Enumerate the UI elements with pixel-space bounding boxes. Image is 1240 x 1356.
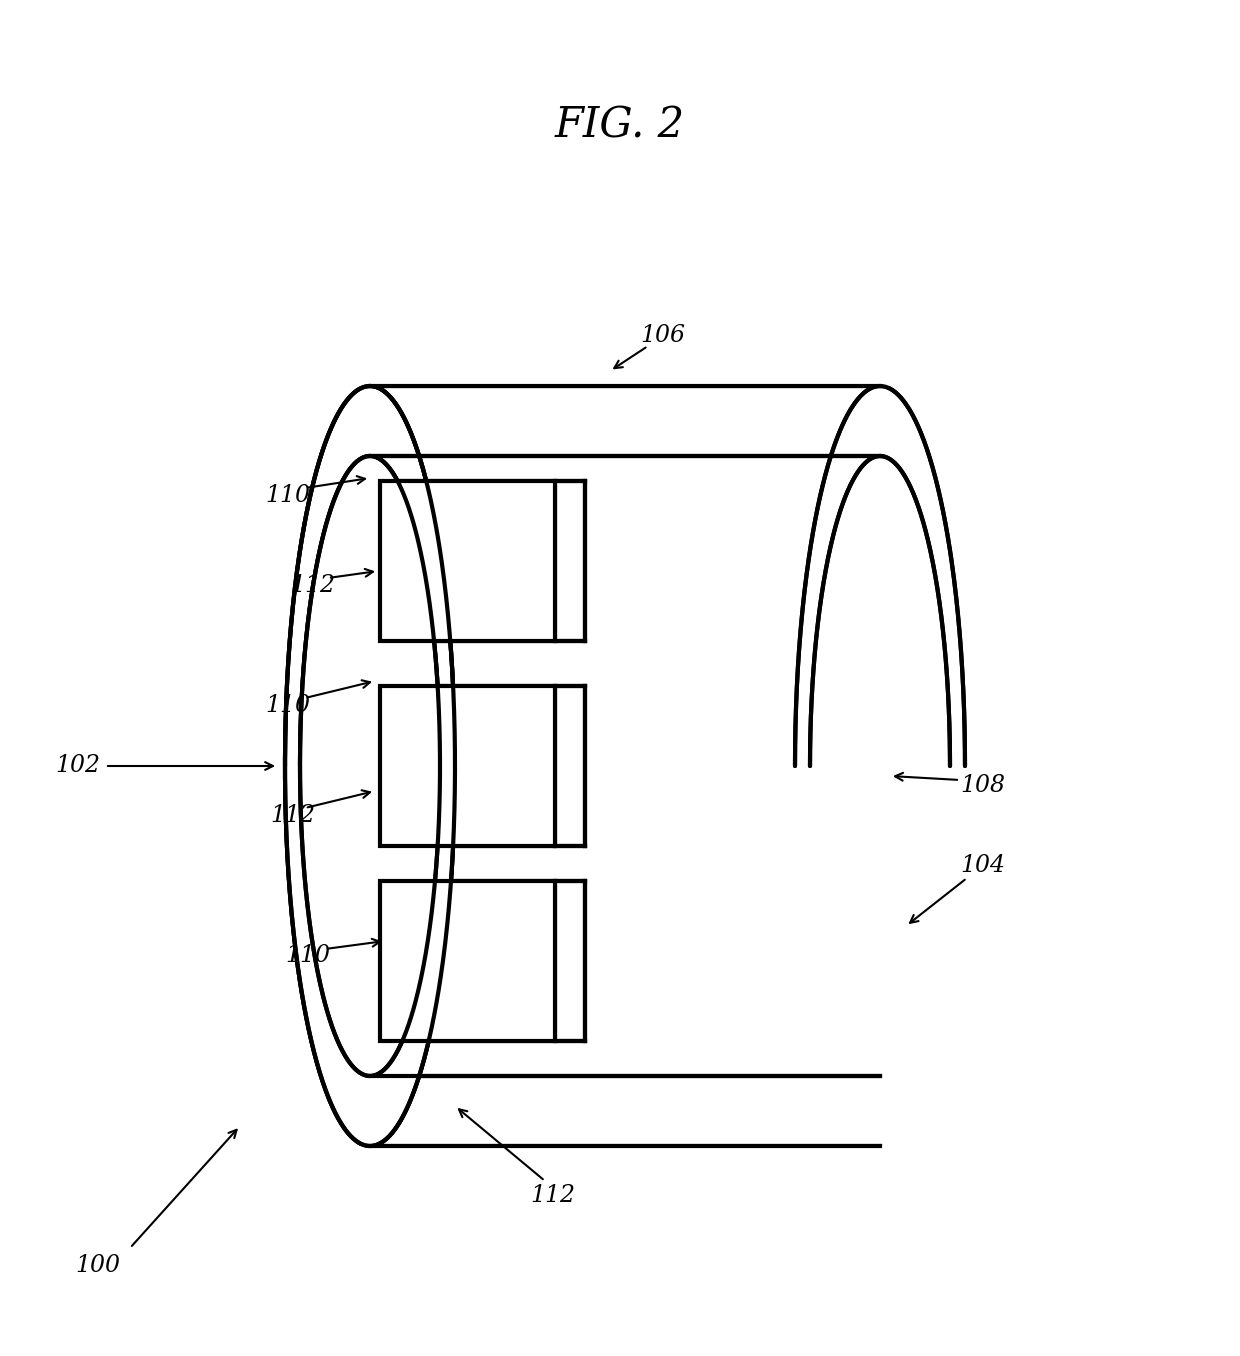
Polygon shape	[0, 766, 455, 1146]
Text: 112: 112	[529, 1185, 575, 1207]
Polygon shape	[379, 881, 556, 1041]
Text: 110: 110	[265, 694, 310, 717]
Text: 102: 102	[55, 754, 100, 777]
Text: 100: 100	[74, 1254, 120, 1277]
Text: 112: 112	[270, 804, 315, 827]
Text: 110: 110	[285, 945, 330, 967]
Polygon shape	[0, 1146, 1240, 1356]
Text: 112: 112	[290, 575, 335, 598]
Text: 108: 108	[960, 774, 1004, 797]
Polygon shape	[379, 881, 556, 1041]
Polygon shape	[379, 481, 556, 641]
Polygon shape	[379, 481, 556, 641]
Polygon shape	[379, 686, 556, 846]
Polygon shape	[300, 456, 440, 1077]
Text: FIG. 2: FIG. 2	[556, 104, 684, 146]
Polygon shape	[379, 686, 556, 846]
Polygon shape	[0, 0, 1240, 386]
Text: 110: 110	[265, 484, 310, 507]
Text: 104: 104	[960, 854, 1004, 877]
Text: 106: 106	[640, 324, 684, 347]
